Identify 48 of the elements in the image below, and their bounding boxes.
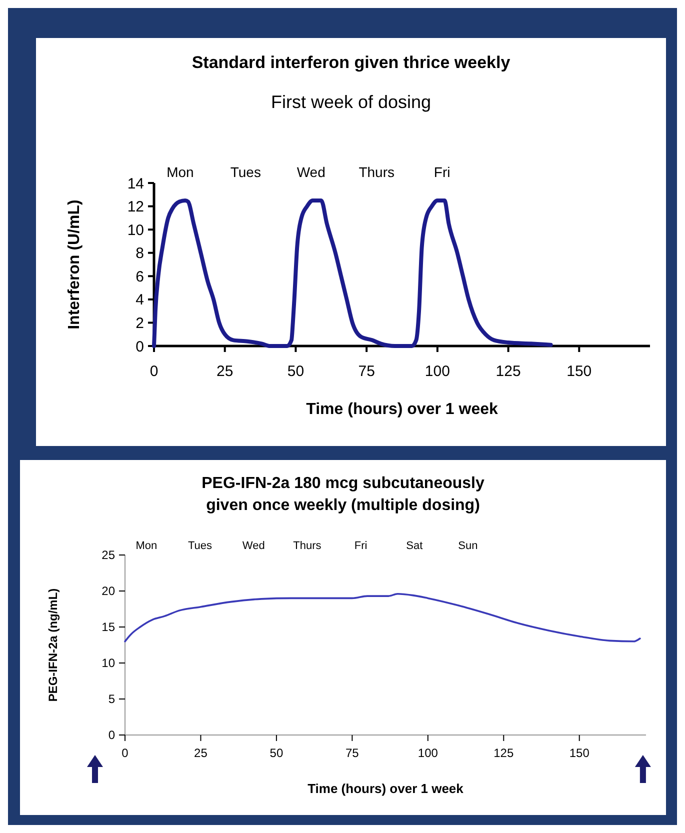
y-tick-label: 4 <box>136 292 144 309</box>
text: Wed <box>242 540 265 552</box>
text: Fri <box>434 164 450 180</box>
y-tick-label: 5 <box>108 692 116 706</box>
x-tick-label: 125 <box>494 746 514 760</box>
chart-title: PEG-IFN-2a 180 mcg subcutaneously given once weekly (multiple dosing) <box>202 475 484 514</box>
text: Thurs <box>293 540 322 552</box>
text: Thurs <box>358 164 395 180</box>
text: Wed <box>296 164 326 180</box>
y-tick-label: 25 <box>102 548 116 562</box>
x-tick-label: 75 <box>358 363 375 380</box>
text: Sun <box>458 540 478 552</box>
x-axis-title: Time (hours) over 1 week <box>308 781 464 796</box>
x-tick-label: 125 <box>496 363 521 380</box>
y-tick-label: 20 <box>102 584 116 598</box>
y-tick-label: 12 <box>127 198 144 216</box>
y-tick-label: 8 <box>136 245 144 262</box>
chart-subtitle: First week of dosing <box>270 92 432 112</box>
text: Sat <box>406 540 423 552</box>
x-tick-label: 25 <box>216 363 234 380</box>
x-axis-title: Time (hours) over 1 week <box>306 401 498 418</box>
y-tick-label: 0 <box>136 338 144 356</box>
x-tick-label: 150 <box>566 363 592 380</box>
x-tick-label: 50 <box>287 363 304 380</box>
y-tick-label: 15 <box>102 620 116 634</box>
y-tick-label: 6 <box>136 268 144 286</box>
x-tick-label: 25 <box>194 746 208 760</box>
line-series <box>152 198 553 348</box>
x-tick-label: 75 <box>346 746 360 760</box>
line-series <box>124 592 641 642</box>
x-tick-label: 100 <box>418 746 438 760</box>
text: Fri <box>354 540 368 552</box>
y-axis-title: PEG-IFN-2a (ng/mL) <box>46 588 60 702</box>
text: Mon <box>166 164 194 180</box>
x-tick-label: 100 <box>424 363 450 380</box>
y-tick-label: 10 <box>102 656 116 670</box>
y-tick-label: 10 <box>127 222 144 239</box>
text: Tues <box>188 540 213 552</box>
x-tick-label: 50 <box>270 746 284 760</box>
text: Mon <box>136 540 158 552</box>
y-tick-label: 2 <box>136 314 144 332</box>
y-tick-label: 0 <box>108 728 116 742</box>
chart-title: Standard interferon given thrice weekly <box>192 53 511 72</box>
x-tick-label: 150 <box>569 746 590 760</box>
y-axis-title: Interferon (U/mL) <box>66 200 83 330</box>
y-tick-label: 14 <box>127 175 144 192</box>
text: Tues <box>230 164 261 180</box>
x-tick-label: 0 <box>150 363 158 380</box>
